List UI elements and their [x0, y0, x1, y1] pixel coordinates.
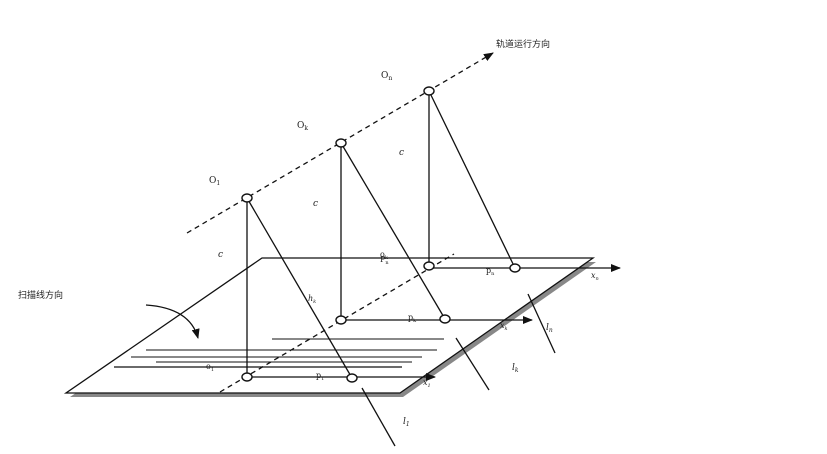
label-c-1: c	[218, 250, 223, 260]
node-p1	[346, 373, 358, 383]
node-o1	[241, 372, 253, 382]
label-lk: lk	[512, 363, 519, 374]
node-O1	[241, 193, 253, 203]
label-o1: o1	[206, 362, 214, 373]
label-Ok: Ok	[297, 121, 308, 132]
label-xn: xn	[591, 271, 599, 282]
orbit-direction-label: 轨道运行方向	[496, 38, 550, 50]
label-c-3: c	[399, 148, 404, 158]
node-ok	[335, 315, 347, 325]
label-c-2: c	[313, 199, 318, 209]
node-pk	[439, 314, 451, 324]
label-xk: xk	[500, 321, 508, 332]
sensor-position-k	[335, 138, 533, 391]
label-hk: hk	[308, 294, 316, 305]
sensor-position-1	[241, 193, 436, 447]
label-p1: p1	[316, 371, 324, 382]
scan-direction-arrow	[145, 304, 200, 339]
label-x1: x1	[423, 378, 431, 389]
node-On	[423, 86, 435, 96]
sensor-position-n	[423, 86, 621, 354]
node-Ok	[335, 138, 347, 148]
label-pk: pk	[408, 313, 417, 324]
scan-direction-label: 扫描线方向	[18, 289, 63, 301]
label-On: On	[381, 71, 392, 82]
label-l1: l1	[403, 417, 410, 428]
label-pn: pn	[486, 266, 495, 277]
node-on	[423, 261, 435, 271]
label-ok: ok	[380, 250, 389, 261]
label-Pn: Pn	[380, 255, 389, 266]
label-O1: O1	[209, 176, 220, 187]
node-pn	[509, 263, 521, 273]
label-ln: ln	[546, 323, 553, 334]
ground-plane	[63, 257, 596, 397]
